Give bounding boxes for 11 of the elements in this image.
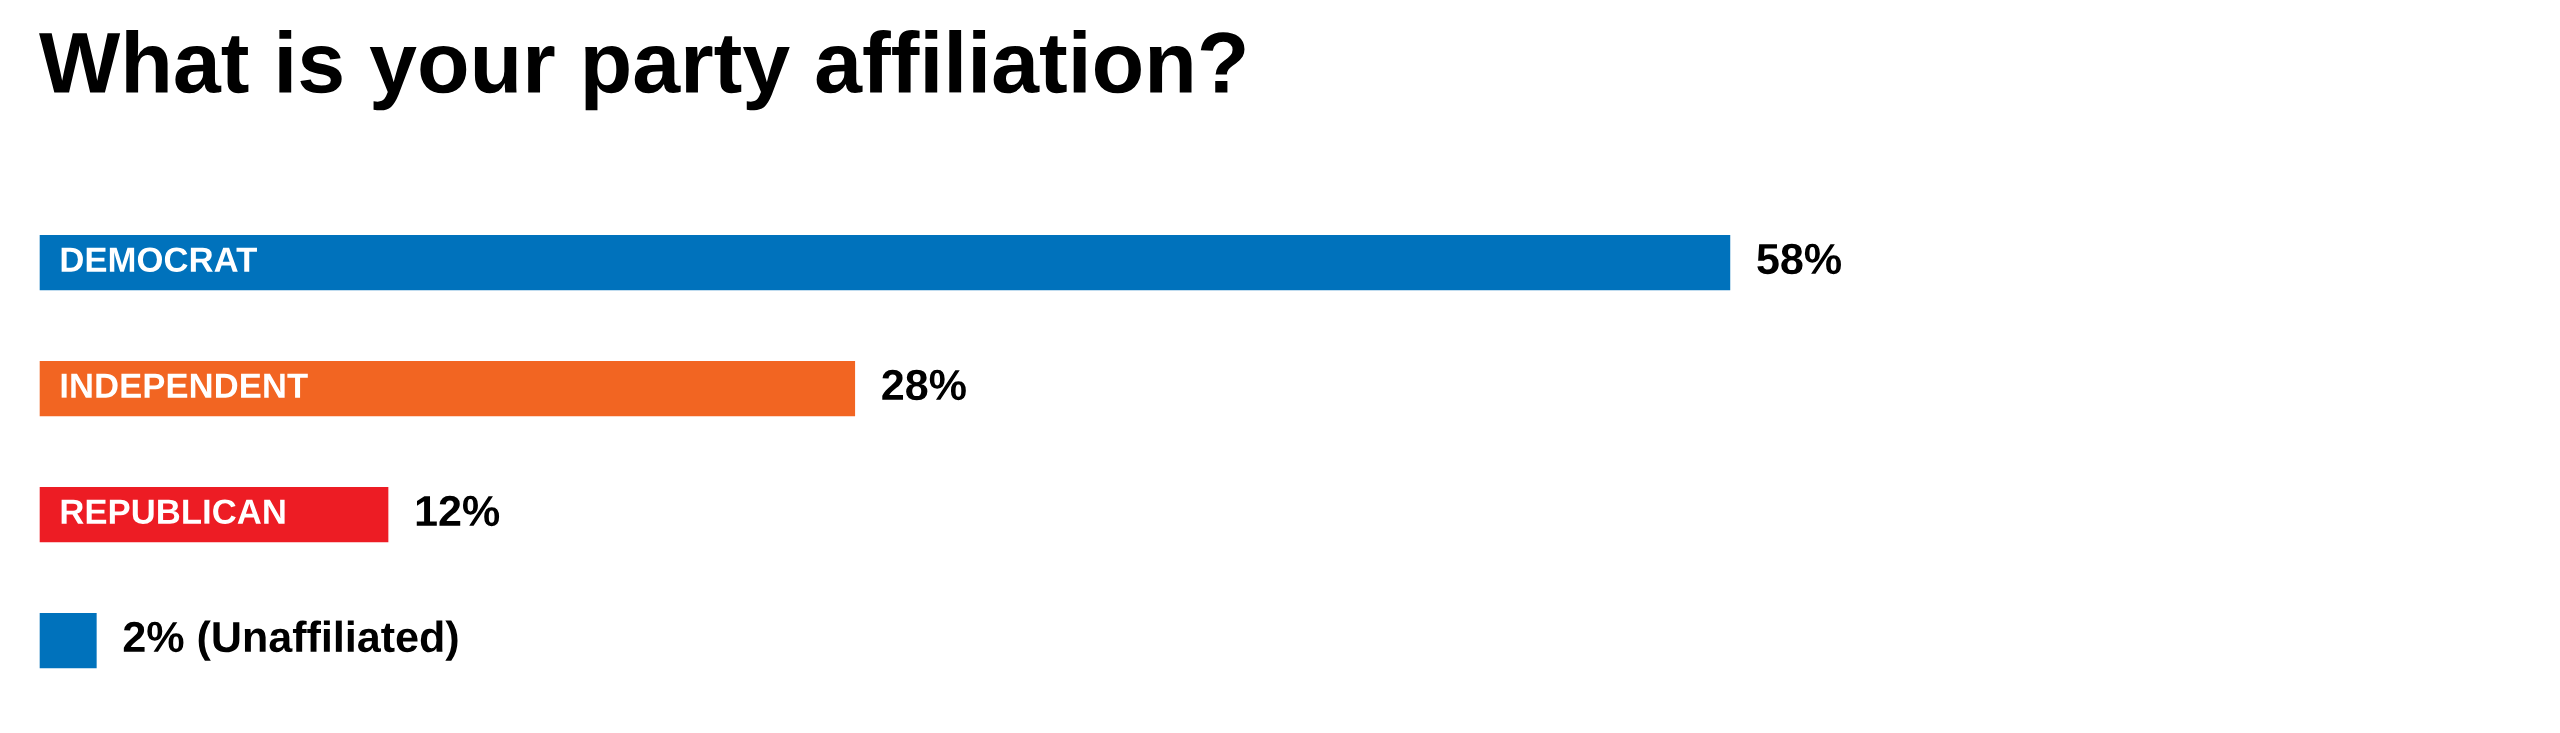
bar [39,233,1732,292]
y-tick-label: DEMOCRAT [61,247,257,272]
data-label: 12% [416,495,500,527]
bar [39,611,99,670]
data-label: 2% (Unaffiliated) [123,620,458,661]
bar [39,359,857,418]
data-label: 58% [1757,243,1841,275]
y-tick-label: REPUBLICAN [61,499,285,524]
y-tick-label: INDEPENDENT [61,373,308,398]
chart-title: What is your party affiliation? [39,30,1245,111]
data-label: 28% [882,369,966,401]
